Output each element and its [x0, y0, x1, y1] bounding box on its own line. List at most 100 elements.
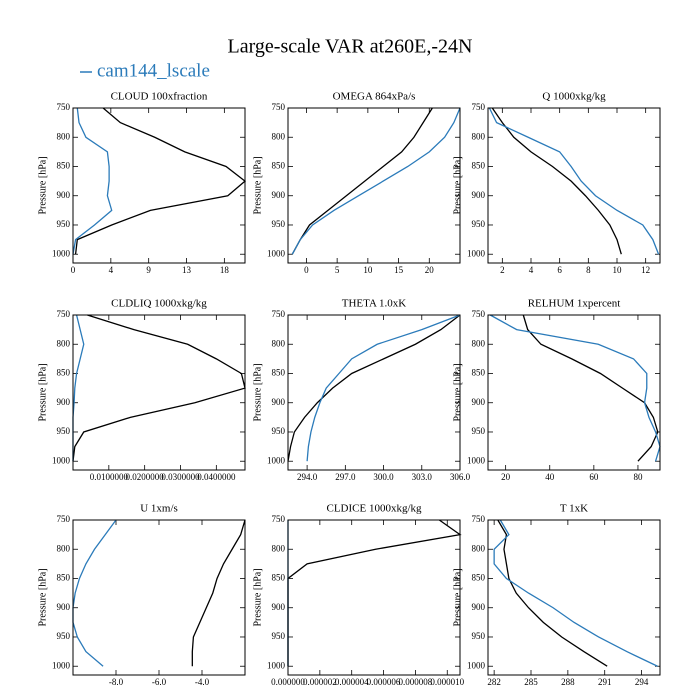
y-tick-label: 1000: [467, 455, 486, 465]
y-tick-label: 800: [57, 338, 71, 348]
y-tick-label: 750: [57, 514, 71, 524]
series-line: [72, 314, 246, 462]
x-tick-label: 20: [425, 265, 435, 275]
x-tick-label: 10: [613, 265, 623, 275]
x-tick-label: 2: [500, 265, 505, 275]
x-tick-label: 20: [501, 472, 511, 482]
plot-frame: [72, 314, 246, 471]
series-line: [489, 314, 661, 462]
y-axis-label: Pressure [hPa]: [452, 363, 463, 421]
y-tick-label: 750: [272, 514, 286, 524]
x-tick-label: -6.0: [152, 677, 167, 687]
panel: CLDICE 1000xkg/kg Pressure [hPa] 750 800 850…: [252, 503, 464, 688]
y-axis-label: Pressure [hPa]: [452, 568, 463, 626]
panel: THETA 1.0xK Pressure [hPa] 750 800 850 900 950…: [252, 298, 470, 483]
plot-frame: [287, 107, 461, 264]
y-tick-label: 750: [472, 514, 486, 524]
series-line: [291, 107, 461, 255]
panel-title: OMEGA 864xPa/s: [333, 91, 416, 103]
x-tick-label: 294.0: [297, 472, 318, 482]
y-tick-label: 750: [272, 309, 286, 319]
y-tick-label: 750: [472, 309, 486, 319]
panel: Q 1000xkg/kg Pressure [hPa] 750 800 850 900 95…: [452, 91, 661, 275]
y-tick-label: 950: [272, 219, 286, 229]
y-tick-label: 1000: [52, 455, 71, 465]
y-tick-label: 750: [472, 102, 486, 112]
figure-title: Large-scale VAR at260E,-24N: [228, 36, 473, 58]
y-tick-label: 900: [272, 190, 286, 200]
x-tick-label: 0.0400000: [197, 472, 236, 482]
series-line: [522, 314, 659, 462]
y-tick-label: 800: [57, 543, 71, 553]
y-tick-label: 950: [472, 631, 486, 641]
plot-frame: [287, 314, 461, 471]
x-tick-label: 291: [598, 677, 612, 687]
panel-title: THETA 1.0xK: [342, 298, 407, 310]
y-tick-label: 1000: [467, 660, 486, 670]
y-axis-label: Pressure [hPa]: [252, 156, 263, 214]
y-axis-label: Pressure [hPa]: [37, 363, 48, 421]
plot-frame: [487, 519, 661, 676]
series-line: [491, 107, 622, 255]
y-tick-label: 800: [472, 338, 486, 348]
x-tick-label: 300.0: [373, 472, 394, 482]
x-tick-label: 0.000002: [303, 677, 337, 687]
y-tick-label: 850: [57, 368, 71, 378]
y-tick-label: 800: [472, 543, 486, 553]
panel: RELHUM 1xpercent Pressure [hPa] 750 800 850 9…: [452, 298, 661, 482]
y-tick-label: 800: [272, 338, 286, 348]
series-line: [493, 519, 658, 667]
panel-title: U 1xm/s: [140, 503, 178, 515]
y-tick-label: 950: [57, 631, 71, 641]
y-tick-label: 1000: [467, 248, 486, 258]
x-tick-label: 9: [146, 265, 151, 275]
x-tick-label: 10: [363, 265, 373, 275]
y-tick-label: 850: [57, 161, 71, 171]
series-line: [287, 519, 462, 667]
y-tick-label: 750: [57, 309, 71, 319]
x-tick-label: 60: [589, 472, 599, 482]
x-tick-label: 0: [71, 265, 76, 275]
y-tick-label: 1000: [52, 248, 71, 258]
y-axis-label: Pressure [hPa]: [252, 568, 263, 626]
panel-title: RELHUM 1xpercent: [528, 298, 621, 310]
y-axis-label: Pressure [hPa]: [452, 156, 463, 214]
x-tick-label: 0: [304, 265, 309, 275]
x-tick-label: 4: [109, 265, 114, 275]
y-tick-label: 850: [272, 368, 286, 378]
plot-frame: [72, 519, 246, 676]
y-tick-label: 750: [272, 102, 286, 112]
panel-title: Q 1000xkg/kg: [542, 91, 606, 103]
y-tick-label: 900: [57, 397, 71, 407]
y-tick-label: 950: [472, 219, 486, 229]
plot-frame: [287, 519, 461, 676]
x-tick-label: 40: [545, 472, 555, 482]
x-tick-label: 306.0: [450, 472, 471, 482]
y-tick-label: 1000: [267, 660, 286, 670]
y-tick-label: 1000: [267, 248, 286, 258]
y-tick-label: 850: [472, 368, 486, 378]
y-tick-label: 850: [272, 161, 286, 171]
y-tick-label: 850: [57, 573, 71, 583]
panel: OMEGA 864xPa/s Pressure [hPa] 750 800 850 900…: [252, 91, 461, 275]
series-line: [72, 107, 113, 255]
x-tick-label: 5: [335, 265, 340, 275]
y-tick-label: 750: [57, 102, 71, 112]
x-tick-label: 0.0100000: [90, 472, 129, 482]
x-tick-label: 0.000010: [430, 677, 464, 687]
panel: CLOUD 100xfraction Pressure [hPa] 750 800 85…: [37, 91, 247, 275]
y-tick-label: 900: [472, 602, 486, 612]
panel-title: CLOUD 100xfraction: [111, 91, 208, 103]
y-tick-label: 800: [57, 131, 71, 141]
y-tick-label: 850: [472, 573, 486, 583]
series-line: [191, 519, 246, 667]
y-tick-label: 950: [57, 219, 71, 229]
x-tick-label: 0.0300000: [161, 472, 200, 482]
y-tick-label: 950: [472, 426, 486, 436]
series-line: [74, 107, 247, 255]
y-tick-label: 950: [272, 631, 286, 641]
x-tick-label: 12: [641, 265, 650, 275]
y-tick-label: 850: [472, 161, 486, 171]
series-line: [306, 314, 461, 462]
x-tick-label: 0.000000: [271, 677, 305, 687]
